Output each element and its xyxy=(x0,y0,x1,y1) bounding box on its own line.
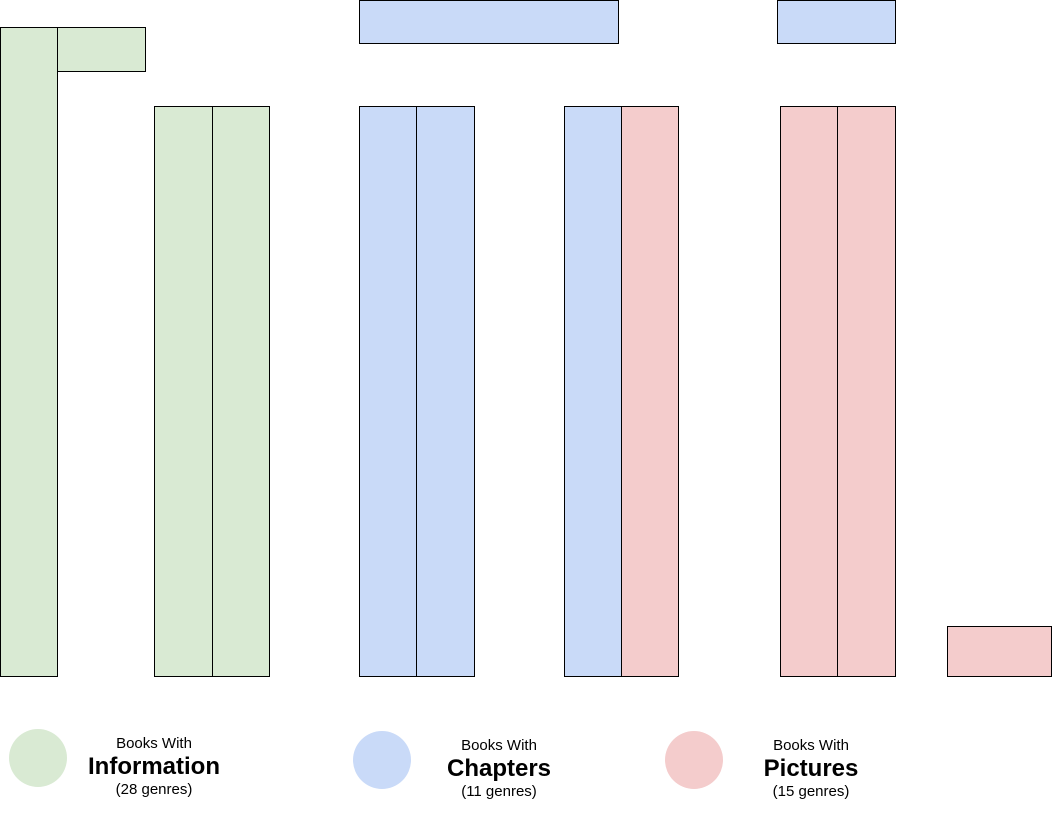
chapters-legend-name: Chapters xyxy=(446,755,552,782)
information-legend-swatch xyxy=(9,729,67,787)
pictures-legend-count: (15 genres) xyxy=(772,783,850,800)
pictures-legend-name: Pictures xyxy=(763,755,859,782)
pictures-block xyxy=(780,106,838,677)
chapters-block xyxy=(416,106,475,677)
pictures-legend-label: Books With Pictures (15 genres) xyxy=(711,737,911,800)
pictures-block xyxy=(947,626,1052,677)
information-block xyxy=(0,27,58,677)
chapters-block xyxy=(359,0,619,44)
chapters-legend-count: (11 genres) xyxy=(461,783,537,800)
pictures-block xyxy=(621,106,679,677)
chapters-block xyxy=(564,106,622,677)
chapters-legend-swatch xyxy=(353,731,411,789)
pictures-legend-prefix: Books With xyxy=(773,737,849,754)
information-legend-name: Information xyxy=(88,753,220,780)
information-legend-label: Books With Information (28 genres) xyxy=(54,735,254,798)
pictures-block xyxy=(837,106,896,677)
information-legend-prefix: Books With xyxy=(116,735,192,752)
chapters-block xyxy=(359,106,417,677)
pictures-legend-swatch xyxy=(665,731,723,789)
chapters-block xyxy=(777,0,896,44)
chapters-legend-prefix: Books With xyxy=(461,737,537,754)
information-block xyxy=(57,27,146,72)
information-block xyxy=(154,106,213,677)
information-legend-count: (28 genres) xyxy=(115,781,193,798)
chapters-legend-label: Books With Chapters (11 genres) xyxy=(399,737,599,800)
information-block xyxy=(212,106,270,677)
